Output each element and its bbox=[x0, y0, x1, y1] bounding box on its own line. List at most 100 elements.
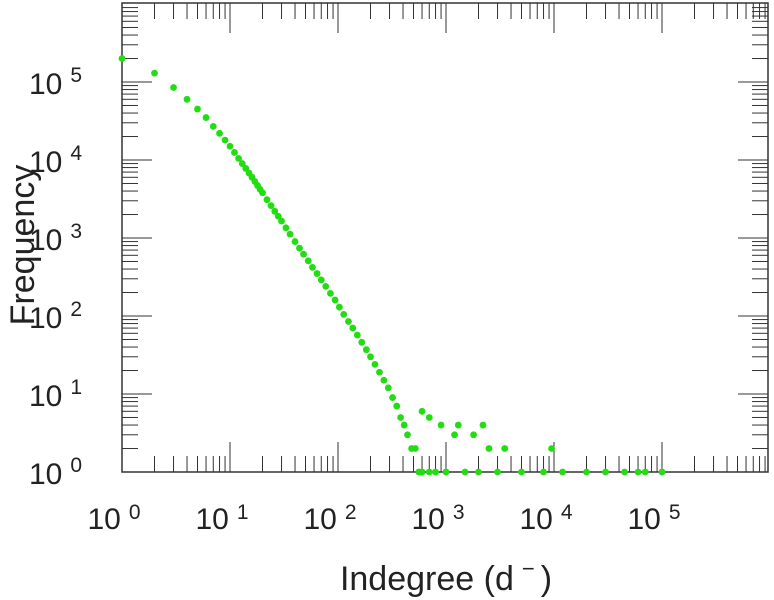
data-point bbox=[454, 421, 462, 429]
data-point bbox=[286, 230, 294, 238]
y-tick-exponent: 2 bbox=[70, 298, 82, 321]
y-tick-base: 10 bbox=[29, 458, 62, 491]
plot-frame bbox=[121, 2, 769, 473]
data-point bbox=[432, 468, 439, 476]
y-tick-label: 10 2 bbox=[29, 298, 82, 335]
data-point bbox=[384, 384, 392, 392]
major-ticks bbox=[121, 3, 768, 473]
x-tick-base: 10 bbox=[195, 503, 228, 536]
y-tick-label: 10 0 bbox=[29, 454, 82, 491]
data-point bbox=[437, 421, 445, 429]
x-tick-exponent: 3 bbox=[453, 501, 465, 524]
data-point bbox=[380, 376, 388, 384]
x-axis-title: Indegree (d −) bbox=[340, 556, 552, 598]
data-point bbox=[418, 407, 426, 415]
data-point bbox=[362, 346, 370, 354]
y-tick-base: 10 bbox=[29, 68, 62, 101]
data-point bbox=[479, 421, 487, 429]
data-point bbox=[389, 394, 396, 401]
y-tick-base: 10 bbox=[29, 224, 62, 257]
y-tick-labels: 10 0 10 1 10 2 10 3 10 4 10 5 bbox=[29, 64, 82, 491]
y-tick-base: 10 bbox=[29, 380, 62, 413]
data-point bbox=[322, 282, 330, 290]
x-tick-exponent: 1 bbox=[237, 501, 249, 524]
data-point bbox=[118, 55, 126, 62]
x-tick-base: 10 bbox=[303, 503, 336, 536]
data-point bbox=[313, 270, 321, 277]
data-point bbox=[326, 289, 334, 297]
data-point bbox=[485, 445, 493, 452]
data-point bbox=[209, 122, 217, 130]
x-tick-label: 10 4 bbox=[519, 501, 572, 536]
x-tick-label: 10 5 bbox=[627, 501, 680, 536]
data-point bbox=[475, 468, 482, 476]
data-point bbox=[393, 402, 401, 410]
x-tick-exponent: 0 bbox=[129, 501, 141, 524]
data-point bbox=[602, 468, 609, 476]
data-point bbox=[461, 468, 469, 476]
data-point bbox=[367, 353, 374, 361]
data-point bbox=[371, 360, 379, 368]
data-point bbox=[331, 296, 339, 304]
data-point bbox=[353, 331, 361, 339]
data-point bbox=[271, 207, 279, 215]
data-point bbox=[583, 468, 590, 476]
y-tick-label: 10 1 bbox=[29, 376, 82, 413]
data-points bbox=[118, 55, 666, 476]
y-tick-label: 10 3 bbox=[29, 220, 82, 257]
data-point bbox=[400, 421, 408, 429]
data-point bbox=[376, 368, 383, 376]
data-point bbox=[418, 468, 426, 476]
x-tick-labels: 10 0 10 1 10 2 10 3 10 4 10 5 bbox=[87, 501, 680, 536]
data-point bbox=[304, 257, 312, 265]
x-tick-label: 10 3 bbox=[411, 501, 464, 536]
x-tick-base: 10 bbox=[627, 503, 660, 536]
x-tick-exponent: 4 bbox=[561, 501, 573, 524]
data-point bbox=[151, 69, 158, 77]
y-tick-label: 10 4 bbox=[29, 142, 82, 179]
data-point bbox=[335, 303, 343, 311]
x-axis-title-superscript: − bbox=[522, 556, 535, 581]
data-point bbox=[226, 142, 234, 150]
data-point bbox=[235, 154, 242, 162]
data-point bbox=[349, 324, 357, 332]
x-tick-label: 10 1 bbox=[195, 501, 248, 536]
data-point bbox=[621, 468, 628, 476]
y-tick-base: 10 bbox=[29, 302, 62, 335]
data-point bbox=[548, 445, 555, 452]
y-tick-exponent: 5 bbox=[70, 64, 82, 87]
data-point bbox=[340, 310, 348, 318]
y-tick-exponent: 3 bbox=[70, 220, 82, 243]
data-point bbox=[641, 468, 649, 476]
data-point bbox=[202, 114, 210, 121]
data-point bbox=[634, 468, 642, 476]
y-tick-exponent: 4 bbox=[70, 142, 82, 165]
data-point bbox=[345, 318, 352, 325]
y-tick-base: 10 bbox=[29, 146, 62, 179]
data-point bbox=[278, 217, 285, 225]
data-point bbox=[309, 263, 316, 271]
data-point bbox=[425, 468, 433, 476]
data-point bbox=[263, 196, 271, 204]
data-point bbox=[358, 338, 366, 346]
data-point bbox=[216, 129, 223, 137]
data-point bbox=[282, 224, 290, 232]
x-axis-title-main: Indegree (d bbox=[340, 560, 514, 598]
y-tick-exponent: 1 bbox=[70, 376, 82, 399]
data-point bbox=[501, 445, 509, 452]
data-point bbox=[559, 468, 566, 476]
x-tick-exponent: 5 bbox=[669, 501, 681, 524]
data-point bbox=[267, 202, 275, 210]
data-point bbox=[540, 468, 547, 476]
x-tick-label: 10 2 bbox=[303, 501, 356, 536]
data-point bbox=[451, 431, 458, 439]
data-point bbox=[317, 276, 325, 284]
data-point bbox=[658, 468, 666, 476]
x-tick-label: 10 0 bbox=[87, 501, 140, 536]
data-point bbox=[518, 468, 525, 476]
y-tick-exponent: 0 bbox=[70, 454, 82, 477]
data-point bbox=[404, 431, 411, 439]
data-point bbox=[238, 160, 246, 167]
data-point bbox=[300, 250, 307, 258]
